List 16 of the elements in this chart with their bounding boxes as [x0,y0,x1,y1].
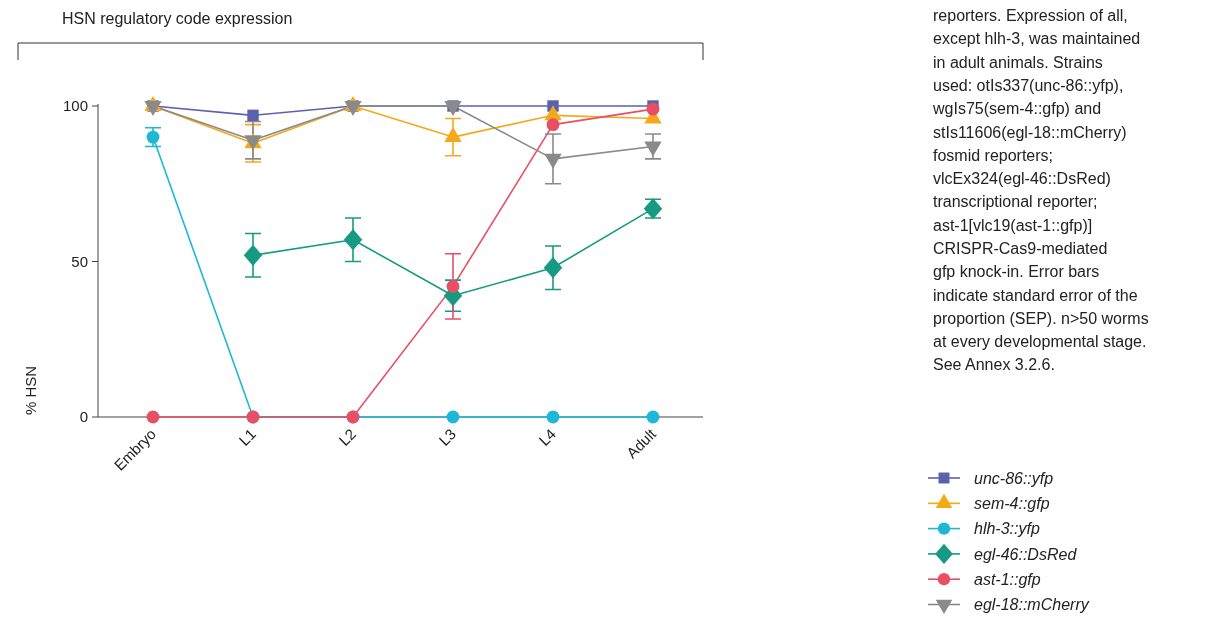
y-tick-label: 50 [71,252,88,270]
y-tick-label: 0 [79,408,88,426]
legend-label: ast-1::gfp [974,570,1041,588]
legend-label: hlh-3::yfp [974,520,1040,538]
legend-label: egl-18::mCherry [974,596,1090,614]
x-tick-label: L4 [535,425,560,449]
legend-label: sem-4::gfp [974,494,1050,512]
x-tick-label: L1 [235,425,260,449]
y-tick-label: 100 [62,97,88,115]
legend-label: unc-86::yfp [974,469,1054,487]
chart-title: HSN regulatory code expression [62,10,293,27]
x-tick-label: L2 [335,425,360,449]
x-tick-label: L3 [435,425,460,449]
y-axis-title: % HSN [22,365,39,415]
legend-label: egl-46::DsRed [974,545,1078,563]
text: reporters. Expression of all, except hlh-3, was maintained in adult animals. Strains used: otIs337(unc-86::yfp), wgIs75(sem-4::gfp) and stIs11606(egl-18::mCherry) fosmid reporters; vlcEx324(egl-46::DsRed) transcriptional reporter; ast-1[vlc19(ast-1::gfp)] CRISPR-Cas9-mediated gfp knock-in. Error bars indicate standard error of the proportion (SEP). n>50 worms at every developmental stage. See Annex 3.2.6. [933,7,1149,374]
